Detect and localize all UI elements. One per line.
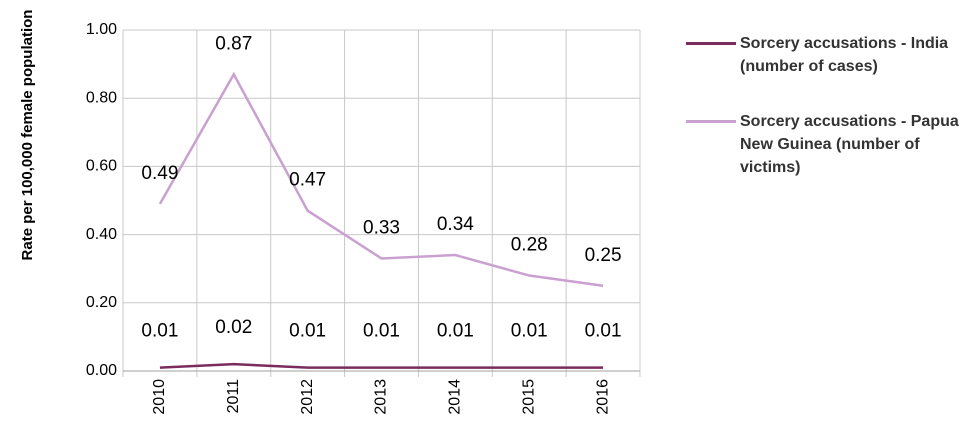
y-tick-label: 0.60 [86,158,117,175]
data-label: 0.33 [363,217,400,238]
data-label: 0.01 [585,321,622,342]
data-label: 0.28 [511,235,548,256]
y-tick-label: 0.00 [86,362,117,379]
y-tick-label: 0.40 [86,226,117,243]
data-label: 0.01 [511,321,548,342]
y-axis-label: Rate per 100,000 female population [19,9,36,261]
x-tick-label: 2010 [151,379,168,415]
x-tick-label: 2016 [594,379,611,415]
data-label: 0.49 [141,163,178,184]
x-tick-label: 2011 [225,379,242,414]
y-tick-label: 1.00 [86,21,117,38]
legend-swatch [686,120,736,123]
data-label: 0.02 [215,317,252,338]
data-label: 0.01 [141,321,178,342]
legend-label: Sorcery accusations - Papua New Guinea (… [740,113,959,176]
x-tick-label: 2015 [520,379,537,415]
x-tick-label: 2013 [373,379,390,415]
legend-item: Sorcery accusations - India (number of c… [686,32,976,78]
data-label: 0.25 [585,245,622,266]
y-tick-label: 0.80 [86,89,117,106]
data-label: 0.01 [437,321,474,342]
data-label: 0.47 [289,170,326,191]
data-label: 0.87 [215,33,252,54]
series-line [158,71,604,287]
legend-swatch [686,42,736,45]
data-label: 0.01 [363,321,400,342]
y-tick-label: 0.20 [86,294,117,311]
x-tick-label: 2014 [447,379,464,415]
data-label: 0.34 [437,214,474,235]
legend-label: Sorcery accusations - India (number of c… [740,35,949,75]
series-line [159,362,604,369]
data-label: 0.01 [289,321,326,342]
x-tick-label: 2012 [299,379,316,415]
legend-item: Sorcery accusations - Papua New Guinea (… [686,110,976,179]
